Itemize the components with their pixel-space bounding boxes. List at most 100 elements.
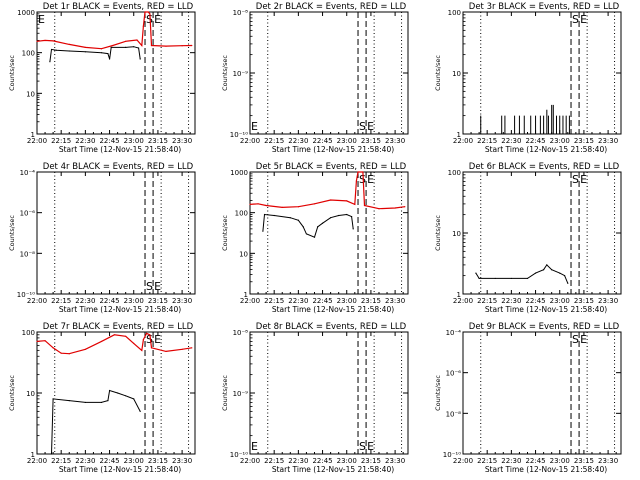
data-point — [352, 228, 354, 230]
data-point — [263, 213, 266, 216]
y-tick-label: 100 — [448, 169, 461, 177]
data-point — [146, 332, 148, 334]
data-point — [478, 277, 480, 280]
y-tick-label: 1 — [31, 451, 35, 459]
data-point — [100, 48, 103, 50]
x-tick-label: 22:45 — [312, 457, 332, 465]
y-tick-label: 10⁻⁶ — [20, 210, 36, 218]
data-point — [52, 40, 54, 42]
data-point — [84, 348, 86, 350]
x-tick-label: 23:15 — [148, 457, 168, 465]
x-tick-label: 23:15 — [574, 457, 594, 465]
x-tick-label: 23:15 — [574, 297, 594, 305]
x-tick-label: 22:15 — [51, 137, 71, 145]
data-point — [133, 342, 135, 345]
data-point — [543, 269, 545, 271]
y-tick-label: 10 — [26, 90, 35, 98]
marker-label-E: E — [367, 173, 374, 186]
x-tick-label: 22:15 — [51, 457, 71, 465]
panel-det-7: Det 7r BLACK = Events, RED = LLD 22:00 22:… — [8, 322, 196, 474]
x-axis-label: Start Time (12-Nov-15 21:58:40) — [272, 465, 394, 474]
y-axis-label: Counts/sec — [221, 55, 229, 91]
x-tick-label: 22:30 — [288, 297, 308, 305]
y-tick-label: 100 — [22, 50, 35, 58]
y-tick-label: 10 — [452, 70, 461, 78]
x-tick-label: 22:45 — [99, 297, 119, 305]
y-tick-label: 10⁻⁹ — [233, 70, 249, 78]
marker-label-E: E — [154, 13, 161, 26]
data-point — [346, 200, 348, 202]
data-point — [297, 219, 299, 221]
panel-title: Det 6r BLACK = Events, RED = LLD — [469, 162, 620, 172]
data-point — [36, 40, 38, 42]
y-axis-label: Counts/sec — [8, 215, 16, 251]
marker-label-E: E — [580, 173, 587, 186]
x-tick-label: 23:00 — [124, 137, 144, 145]
data-point — [551, 269, 553, 271]
data-point — [165, 45, 167, 47]
data-point — [100, 401, 103, 404]
data-point — [52, 347, 54, 349]
data-point — [510, 277, 512, 280]
marker-label-S: S — [359, 440, 366, 453]
data-point — [55, 49, 57, 51]
x-tick-label: 22:45 — [99, 137, 119, 145]
x-tick-label: 22:30 — [501, 137, 521, 145]
x-tick-label: 22:45 — [312, 297, 332, 305]
data-point — [265, 204, 267, 207]
data-point — [563, 275, 566, 277]
data-point — [150, 44, 153, 47]
x-tick-label: 23:00 — [550, 137, 570, 145]
marker-label-E: E — [580, 13, 587, 26]
x-tick-label: 22:30 — [288, 457, 308, 465]
x-tick-label: 22:15 — [477, 297, 497, 305]
data-point — [133, 398, 135, 400]
y-axis-label: Counts/sec — [8, 375, 16, 411]
x-tick-label: 22:45 — [525, 297, 545, 305]
data-point — [84, 51, 86, 53]
marker-label-S: S — [146, 280, 153, 293]
data-point — [36, 340, 38, 343]
marker-label-E: E — [38, 13, 45, 26]
x-tick-label: 23:30 — [172, 297, 192, 305]
x-tick-label: 23:30 — [172, 137, 192, 145]
x-tick-label: 22:45 — [99, 457, 119, 465]
x-axis-label: Start Time (12-Nov-15 21:58:40) — [59, 465, 181, 474]
x-tick-label: 22:45 — [525, 457, 545, 465]
axes-frame — [36, 11, 196, 135]
data-point — [191, 44, 193, 47]
data-point — [354, 203, 356, 205]
x-tick-label: 23:30 — [385, 457, 405, 465]
y-tick-label: 1000 — [230, 169, 248, 177]
axes-frame — [462, 171, 622, 295]
data-point — [191, 347, 193, 349]
x-tick-label: 22:15 — [477, 457, 497, 465]
data-point — [297, 206, 299, 208]
data-point — [475, 272, 477, 274]
data-point — [534, 272, 537, 274]
data-point — [330, 217, 332, 219]
data-point — [110, 46, 112, 48]
data-point — [144, 11, 146, 13]
data-point — [113, 334, 115, 336]
series-line-1 — [36, 332, 192, 355]
y-tick-label: 10⁻⁸ — [20, 250, 36, 258]
data-point — [317, 226, 319, 228]
data-point — [68, 353, 70, 355]
data-point — [44, 39, 46, 42]
data-point — [125, 395, 127, 397]
x-tick-label: 23:00 — [337, 297, 357, 305]
panel-title: Det 7r BLACK = Events, RED = LLD — [43, 322, 194, 332]
y-tick-label: 10 — [452, 230, 461, 238]
data-point — [149, 334, 151, 336]
x-tick-label: 22:30 — [501, 297, 521, 305]
axes-frame — [249, 171, 409, 295]
marker-label-S: S — [572, 173, 579, 186]
data-point — [125, 46, 127, 48]
x-axis-label: Start Time (12-Nov-15 21:58:40) — [485, 465, 607, 474]
marker-label-E: E — [154, 280, 161, 293]
y-tick-label: 10⁻¹⁰ — [230, 131, 248, 139]
y-tick-label: 100 — [448, 9, 461, 17]
data-point — [84, 46, 86, 48]
panel-title: Det 9r BLACK = Events, RED = LLD — [469, 322, 620, 332]
